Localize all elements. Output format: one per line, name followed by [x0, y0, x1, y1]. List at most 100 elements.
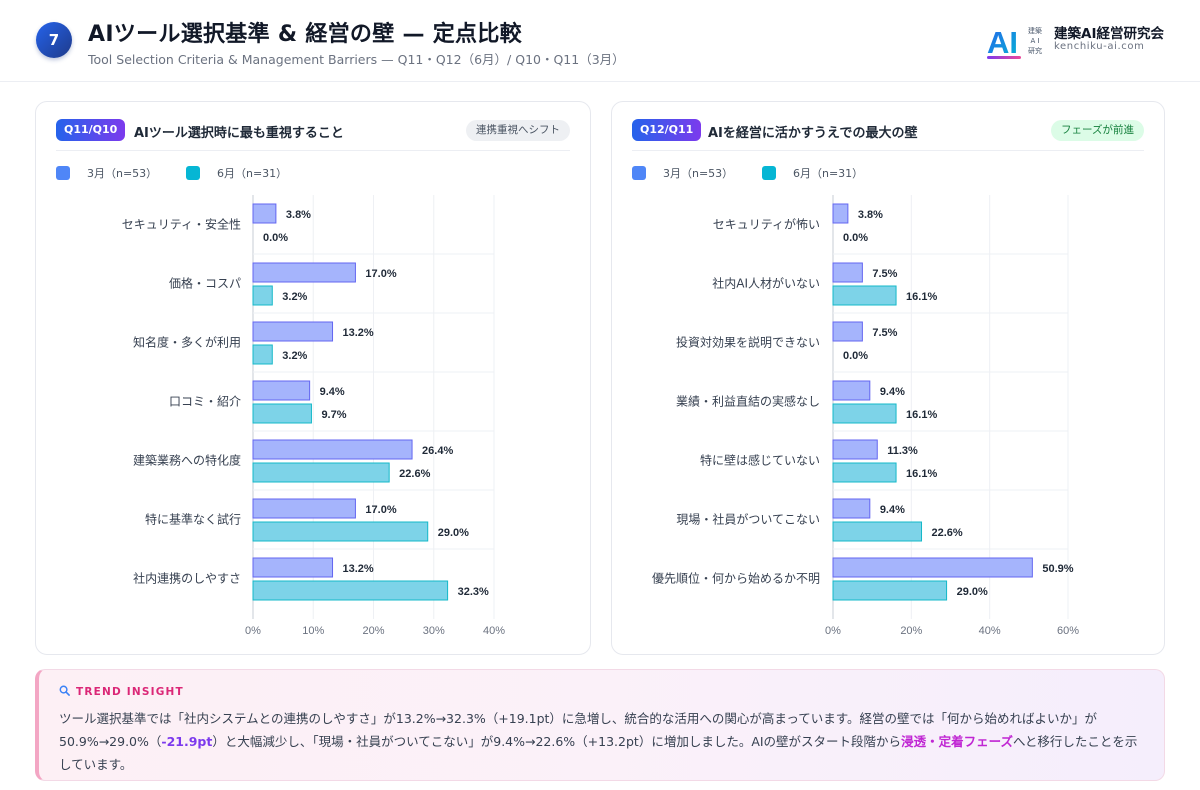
bar-june: [832, 285, 897, 306]
panel-title: AIツール選択時に最も重視すること: [134, 126, 344, 141]
svg-text:AI: AI: [987, 25, 1018, 60]
data-label: 0.0%: [843, 350, 868, 362]
bar-june: [832, 521, 923, 542]
category-label: セキュリティ・安全性: [122, 217, 241, 232]
insight-text-segment: へと移行したことを示しています。: [59, 734, 1138, 772]
insight-heading: TREND INSIGHT: [59, 685, 184, 698]
bar-march: [252, 321, 334, 342]
insight-highlight: -21.9pt: [161, 734, 213, 749]
data-label: 50.9%: [1042, 563, 1073, 575]
category-label: 知名度・多くが利用: [133, 335, 241, 350]
trend-insight-box: TREND INSIGHT ツール選択基準では「社内システムとの連携のしやすさ」…: [35, 669, 1165, 781]
insight-highlight: 浸透・定着フェーズ: [901, 734, 1013, 749]
bar-chart-management-barriers: 0% 20% 40% 60% セキュリティが怖い 3.8% 0.0% 社内AI人材がいない 7.…: [652, 195, 1079, 637]
data-label: 16.1%: [906, 409, 937, 421]
category-label: 現場・社員がついてこない: [676, 512, 820, 527]
trend-tag: 連携重視へシフト: [466, 120, 570, 141]
bar-march: [252, 203, 277, 224]
data-label: 16.1%: [906, 291, 937, 303]
data-label: 13.2%: [343, 563, 374, 575]
data-label: 22.6%: [932, 527, 963, 539]
data-label: 9.4%: [880, 386, 905, 398]
chart-panel-management-barriers: Q12/Q11 AIを経営に活かすうえでの最大の壁 フェーズが前進 3月（n=5…: [611, 101, 1165, 655]
bar-march: [832, 203, 849, 224]
x-tick-label: 40%: [483, 625, 505, 637]
x-tick-label: 20%: [362, 625, 384, 637]
trend-tag: フェーズが前進: [1051, 120, 1144, 141]
x-tick-label: 0%: [245, 625, 261, 637]
category-label: 特に基準なく試行: [145, 512, 241, 527]
page-subtitle: Tool Selection Criteria & Management Bar…: [88, 52, 625, 67]
bar-march: [832, 439, 878, 460]
data-label: 29.0%: [957, 586, 988, 598]
data-label: 32.3%: [458, 586, 489, 598]
slide-number-badge: 7: [36, 22, 72, 58]
bar-june: [832, 462, 897, 483]
bar-march: [252, 557, 334, 578]
bar-march: [832, 380, 871, 401]
brand-small-text: 建築 A I 研究: [1028, 27, 1042, 55]
x-tick-label: 30%: [423, 625, 445, 637]
insight-heading-text: TREND INSIGHT: [76, 686, 184, 698]
brand-url: kenchiku-ai.com: [1054, 41, 1145, 52]
data-label: 29.0%: [438, 527, 469, 539]
data-label: 11.3%: [887, 445, 918, 457]
x-tick-label: 10%: [302, 625, 324, 637]
category-label: セキュリティが怖い: [713, 217, 820, 232]
bar-june: [252, 285, 273, 306]
data-label: 9.4%: [320, 386, 345, 398]
bar-march: [832, 321, 863, 342]
category-label: 口コミ・紹介: [169, 395, 241, 409]
data-label: 7.5%: [872, 327, 897, 339]
brand-logo: AI: [987, 25, 1021, 60]
category-label: 業績・利益直結の実感なし: [676, 394, 820, 409]
bar-june: [252, 521, 429, 542]
panel-header: Q11/Q10 AIツール選択時に最も重視すること 連携重視へシフト: [56, 118, 570, 151]
insight-text: ツール選択基準では「社内システムとの連携のしやすさ」が13.2%→32.3%（+…: [59, 707, 1149, 776]
data-label: 22.6%: [399, 468, 430, 480]
bar-june: [252, 580, 449, 601]
legend-label-june: 6月（n=31）: [217, 167, 288, 180]
data-label: 9.7%: [321, 409, 346, 421]
bar-march: [832, 498, 871, 519]
bar-march: [252, 498, 356, 519]
data-label: 17.0%: [365, 268, 396, 280]
data-label: 3.8%: [286, 209, 311, 221]
chart-panel-tool-selection: Q11/Q10 AIツール選択時に最も重視すること 連携重視へシフト 3月（n=…: [35, 101, 591, 655]
legend-swatch-june: [762, 166, 776, 180]
data-label: 0.0%: [843, 232, 868, 244]
legend-swatch-june: [186, 166, 200, 180]
bar-june: [832, 403, 897, 424]
bar-march: [252, 380, 311, 401]
data-label: 3.2%: [282, 291, 307, 303]
category-label: 投資対効果を説明できない: [676, 335, 820, 350]
bar-march: [252, 262, 356, 283]
page-header: 7 AIツール選択基準 & 経営の壁 — 定点比較 Tool Selection…: [0, 0, 1200, 82]
category-label: 社内AI人材がいない: [712, 276, 820, 291]
category-label: 価格・コスパ: [169, 276, 241, 291]
data-label: 7.5%: [872, 268, 897, 280]
data-label: 26.4%: [422, 445, 453, 457]
magnifier-icon: [59, 685, 70, 696]
legend-label-march: 3月（n=53）: [87, 167, 158, 180]
data-label: 3.2%: [282, 350, 307, 362]
x-tick-label: 60%: [1057, 625, 1079, 637]
data-label: 17.0%: [365, 504, 396, 516]
category-label: 建築業務への特化度: [133, 453, 241, 468]
bar-chart-tool-selection: 0% 10% 20% 30% 40% セキュリティ・安全性 3.8% 0.0% 価格・コスパ 17…: [122, 195, 505, 637]
category-label: 社内連携のしやすさ: [133, 571, 241, 586]
bar-june: [252, 403, 312, 424]
category-label: 優先順位・何から始めるか不明: [652, 571, 820, 586]
bar-june: [252, 344, 273, 365]
legend-label-march: 3月（n=53）: [663, 167, 734, 180]
x-tick-label: 20%: [900, 625, 922, 637]
data-label: 16.1%: [906, 468, 937, 480]
data-label: 0.0%: [263, 232, 288, 244]
insight-text-segment: ）と大幅減少し、「現場・社員がついてこない」が9.4%→22.6%（+13.2p…: [212, 734, 902, 749]
page-title: AIツール選択基準 & 経営の壁 — 定点比較: [88, 22, 522, 47]
panel-title: AIを経営に活かすうえでの最大の壁: [708, 126, 918, 141]
legend-label-june: 6月（n=31）: [793, 167, 864, 180]
question-badge: Q12/Q11: [632, 119, 702, 141]
bar-june: [832, 580, 948, 601]
x-tick-label: 0%: [825, 625, 841, 637]
